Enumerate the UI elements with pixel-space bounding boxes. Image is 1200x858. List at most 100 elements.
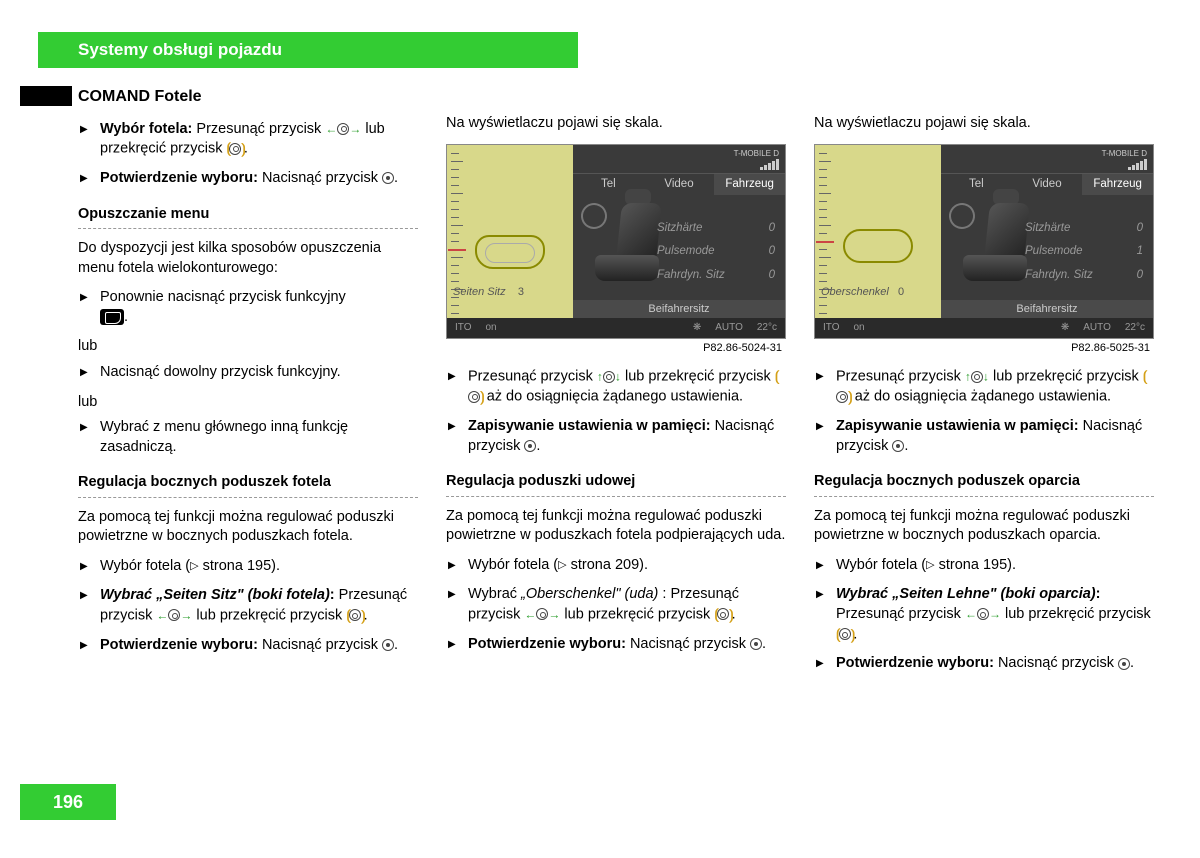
chapter-title: Systemy obsługi pojazdu <box>78 39 282 62</box>
step-text: Wybrać z menu głównego inną funkcję zasa… <box>100 419 348 455</box>
dial-icon <box>349 609 361 621</box>
step-text: lub przekręcić przycisk <box>192 607 346 623</box>
press-icon <box>524 440 536 452</box>
step-item: Zapisywanie ustawienia w pamięci: Nacisn… <box>446 417 786 456</box>
subheading: Regulacja bocznych poduszek fotela <box>78 473 418 498</box>
dial-icon <box>717 608 729 620</box>
step-text: ). <box>1007 557 1016 573</box>
display-bottom-bar: ITOon ❋AUTO22°c <box>815 318 1153 338</box>
display-tab: Video <box>1012 173 1083 195</box>
step-item: Wybrać „Oberschenkel" (uda) : Przesunąć … <box>446 585 786 624</box>
scale <box>451 153 465 331</box>
press-icon <box>382 172 394 184</box>
step-bold: Zapisywanie ustawienia w pamięci: <box>836 418 1079 434</box>
step-item: Wybór fotela (▷ strona 195). <box>814 556 1154 576</box>
signal-bars-icon <box>1128 159 1147 170</box>
seat-back-icon <box>984 203 1030 261</box>
steps: Nacisnąć dowolny przycisk funkcyjny. <box>78 363 418 383</box>
dial-icon <box>168 609 180 621</box>
dial-icon <box>337 123 349 135</box>
figure-caption: P82.86-5025-31 <box>814 341 1150 356</box>
arrow-right-icon: → <box>180 608 192 622</box>
step-italic: Wybrać „Seiten Sitz" (boki fotela) <box>100 587 330 603</box>
figure-caption: P82.86-5024-31 <box>446 341 782 356</box>
steps: Wybór fotela (▷ strona 195). Wybrać „Sei… <box>78 557 418 656</box>
triangle-icon: ▷ <box>558 559 566 571</box>
step-bold: Wybór fotela: <box>100 121 192 137</box>
page-ref: strona 209 <box>571 557 640 573</box>
steps: Przesunąć przycisk ↑↓ lub przekręcić prz… <box>446 367 786 456</box>
arrow-left-icon: ← <box>156 608 168 622</box>
step-item: Nacisnąć dowolny przycisk funkcyjny. <box>78 363 418 383</box>
page-ref: strona 195 <box>939 557 1008 573</box>
scale <box>819 153 833 331</box>
steps: Wybrać z menu głównego inną funkcję zasa… <box>78 418 418 457</box>
or-text: lub <box>78 393 418 413</box>
step-text: Nacisnąć przycisk <box>626 636 750 652</box>
step-italic: „Oberschenkel" (uda) <box>521 586 658 602</box>
step-item: Przesunąć przycisk ↑↓ lub przekręcić prz… <box>814 367 1154 407</box>
step-item: Potwierdzenie wyboru: Nacisnąć przycisk … <box>78 169 418 189</box>
arrow-right-icon: → <box>989 607 1001 621</box>
step-bold: Potwierdzenie wyboru: <box>100 170 258 186</box>
bracket-right-icon: ⟯ <box>729 606 732 622</box>
steps: Wybór fotela (▷ strona 195). Wybrać „Sei… <box>814 556 1154 674</box>
intro-text: Na wyświetlaczu pojawi się skala. <box>814 114 1154 134</box>
display-info: Sitzhärte0 Pulsemode0 Fahrdyn. Sitz0 <box>657 221 775 292</box>
step-bold: Potwierdzenie wyboru: <box>100 637 258 653</box>
step-item: Przesunąć przycisk ↑↓ lub przekręcić prz… <box>446 367 786 407</box>
step-text: Ponownie nacisnąć przycisk funkcyjny <box>100 289 346 305</box>
seat-inner-icon <box>485 243 535 263</box>
display-label: Seiten Sitz 3 <box>453 285 524 300</box>
content-area: COMAND Fotele Wybór fotela: Przesunąć pr… <box>78 86 1158 684</box>
step-bold: Potwierdzenie wyboru: <box>468 636 626 652</box>
seat-base-icon <box>595 255 659 281</box>
display-bottom-bar: ITOon ❋AUTO22°c <box>447 318 785 338</box>
bracket-left-icon: ⟮ <box>775 368 778 384</box>
step-item: Wybrać z menu głównego inną funkcję zasa… <box>78 418 418 457</box>
bracket-right-icon: ⟯ <box>241 140 244 156</box>
paragraph: Za pomocą tej funkcji można regulować po… <box>814 507 1154 546</box>
step-bold: Potwierdzenie wyboru: <box>836 655 994 671</box>
dial-icon <box>977 608 989 620</box>
step-text: Przesunąć przycisk <box>836 606 965 622</box>
step-item: Wybór fotela: Przesunąć przycisk ←→ lub … <box>78 120 418 159</box>
arrow-right-icon: → <box>548 607 560 621</box>
step-text: lub przekręcić przycisk <box>989 369 1143 385</box>
intro-text: Na wyświetlaczu pojawi się skala. <box>446 114 786 134</box>
step-text: ). <box>271 558 280 574</box>
step-text: aż do osiągnięcia żądanego ustawienia. <box>851 389 1111 405</box>
bracket-left-icon: ⟮ <box>1143 368 1146 384</box>
display-footer: Beifahrersitz <box>573 300 785 318</box>
display-tab-active: Fahrzeug <box>1082 173 1153 195</box>
page-number: 196 <box>53 790 83 814</box>
subheading: Regulacja poduszki udowej <box>446 472 786 497</box>
step-text: Wybór fotela ( <box>468 557 558 573</box>
press-icon <box>1118 658 1130 670</box>
triangle-icon: ▷ <box>190 560 198 572</box>
fan-icon: ❋ <box>693 321 701 335</box>
step-item: Ponownie nacisnąć przycisk funkcyjny . <box>78 288 418 327</box>
display-left-panel: Seiten Sitz 3 <box>447 145 573 338</box>
scale-marker <box>448 249 466 251</box>
step-text: Nacisnąć przycisk <box>258 637 382 653</box>
step-item: Wybrać „Seiten Sitz" (boki fotela): Prze… <box>78 586 418 625</box>
step-item: Potwierdzenie wyboru: Nacisnąć przycisk … <box>446 635 786 655</box>
step-text: Nacisnąć dowolny przycisk funkcyjny. <box>100 364 341 380</box>
step-text: aż do osiągnięcia żądanego ustawienia. <box>483 389 743 405</box>
steps: Wybór fotela (▷ strona 209). Wybrać „Obe… <box>446 556 786 655</box>
step-bold: : <box>1096 586 1101 602</box>
scale-marker <box>816 241 834 243</box>
margin-tab <box>20 86 72 106</box>
display-tab: Video <box>644 173 715 195</box>
seat-outline-icon <box>843 229 913 263</box>
signal-bars-icon <box>760 159 779 170</box>
display-label: Oberschenkel 0 <box>821 285 904 300</box>
section-title: COMAND Fotele <box>78 86 418 108</box>
step-text: Wybór fotela ( <box>836 557 926 573</box>
bracket-right-icon: ⟯ <box>361 607 364 623</box>
steps-intro: Wybór fotela: Przesunąć przycisk ←→ lub … <box>78 120 418 189</box>
step-text: Wybrać <box>468 586 521 602</box>
step-text: Przesunąć przycisk <box>468 369 597 385</box>
step-item: Zapisywanie ustawienia w pamięci: Nacisn… <box>814 417 1154 456</box>
